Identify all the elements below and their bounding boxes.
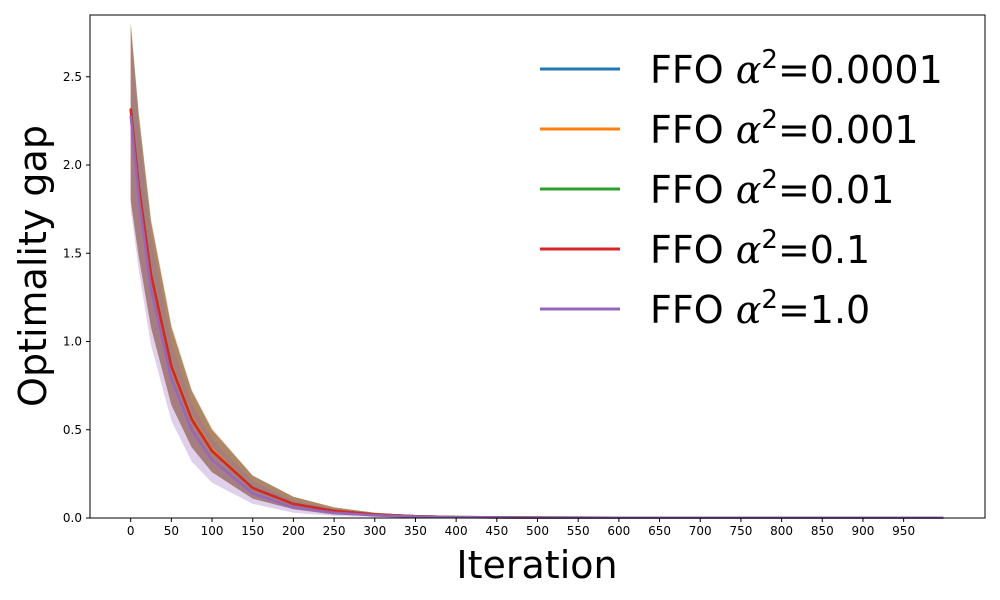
x-tick-label: 600 <box>607 524 630 538</box>
x-tick-label: 550 <box>567 524 590 538</box>
legend-item-1: FFO α2=0.0001 <box>540 45 943 92</box>
y-tick-label: 0.5 <box>63 423 82 437</box>
legend-label: FFO α2=0.01 <box>650 165 894 212</box>
legend-item-2: FFO α2=0.001 <box>540 105 919 152</box>
legend-item-3: FFO α2=0.01 <box>540 165 894 212</box>
confidence-bands <box>130 20 944 519</box>
x-tick-label: 100 <box>201 524 224 538</box>
y-axis-ticks: 0.0 0.5 1.0 1.5 2.0 2.5 <box>63 70 90 525</box>
x-axis-ticks: 0 50 100 150 200 250 300 350 400 450 500 550 600 650 7… <box>127 518 915 538</box>
legend-label: FFO α2=1.0 <box>650 285 870 332</box>
x-tick-label: 450 <box>485 524 508 538</box>
legend: FFO α2=0.0001 FFO α2=0.001 FFO α2=0.01 FFO … <box>540 45 943 332</box>
y-tick-label: 2.5 <box>63 70 82 84</box>
y-tick-label: 1.0 <box>63 335 82 349</box>
x-tick-label: 750 <box>729 524 752 538</box>
x-tick-label: 150 <box>241 524 264 538</box>
x-tick-label: 500 <box>526 524 549 538</box>
confidence-band-4 <box>130 23 944 519</box>
x-tick-label: 700 <box>689 524 712 538</box>
x-tick-label: 200 <box>282 524 305 538</box>
legend-label: FFO α2=0.001 <box>650 105 919 152</box>
y-tick-label: 1.5 <box>63 246 82 260</box>
legend-label: FFO α2=0.0001 <box>650 45 943 92</box>
x-tick-label: 50 <box>164 524 179 538</box>
legend-item-5: FFO α2=1.0 <box>540 285 870 332</box>
x-tick-label: 900 <box>852 524 875 538</box>
y-tick-label: 2.0 <box>63 158 82 172</box>
x-tick-label: 800 <box>770 524 793 538</box>
confidence-band-3 <box>130 23 944 519</box>
x-tick-label: 650 <box>648 524 671 538</box>
x-tick-label: 250 <box>323 524 346 538</box>
x-tick-label: 950 <box>892 524 915 538</box>
y-axis-title: Optimality gap <box>11 125 55 407</box>
x-tick-label: 300 <box>363 524 386 538</box>
legend-label: FFO α2=0.1 <box>650 225 870 272</box>
x-tick-label: 400 <box>445 524 468 538</box>
confidence-band-1 <box>130 23 944 519</box>
y-tick-label: 0.0 <box>63 511 82 525</box>
legend-item-4: FFO α2=0.1 <box>540 225 870 272</box>
x-tick-label: 850 <box>811 524 834 538</box>
x-tick-label: 0 <box>127 524 135 538</box>
x-axis-title: Iteration <box>456 543 617 587</box>
confidence-band-5 <box>130 32 944 518</box>
confidence-band-2 <box>130 20 944 519</box>
x-tick-label: 350 <box>404 524 427 538</box>
